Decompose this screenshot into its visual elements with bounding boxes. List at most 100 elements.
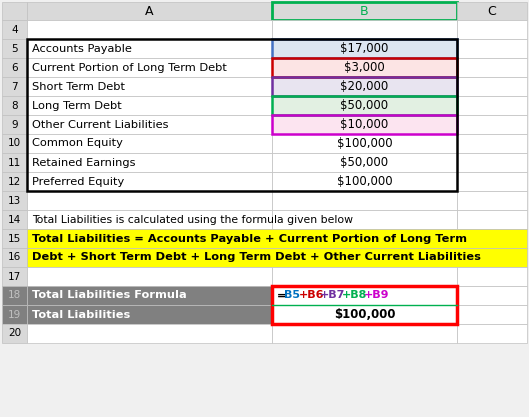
Text: 13: 13 <box>8 196 21 206</box>
Bar <box>2 286 27 305</box>
Text: +B7: +B7 <box>320 291 345 301</box>
Bar <box>272 305 457 324</box>
Text: 4: 4 <box>11 25 18 35</box>
Bar <box>27 172 272 191</box>
Text: $100,000: $100,000 <box>336 175 393 188</box>
Bar <box>272 153 457 172</box>
Bar <box>272 115 457 134</box>
Text: A: A <box>145 5 154 18</box>
Bar <box>2 39 27 58</box>
Bar <box>272 286 457 305</box>
Text: $17,000: $17,000 <box>340 42 389 55</box>
Text: Retained Earnings: Retained Earnings <box>32 158 135 168</box>
Text: +B6: +B6 <box>298 291 324 301</box>
Text: 20: 20 <box>8 329 21 339</box>
Text: 7: 7 <box>11 81 18 91</box>
Bar <box>27 58 272 77</box>
Bar <box>27 96 272 115</box>
Text: +B9: +B9 <box>363 291 389 301</box>
Bar <box>272 39 457 58</box>
Bar <box>27 39 272 58</box>
Bar <box>272 96 457 115</box>
Bar <box>27 2 272 20</box>
Text: 11: 11 <box>8 158 21 168</box>
Text: =: = <box>277 291 286 301</box>
Text: Accounts Payable: Accounts Payable <box>32 43 132 53</box>
Bar <box>27 153 272 172</box>
Bar <box>27 324 272 343</box>
Bar <box>272 77 457 96</box>
Bar <box>457 305 527 324</box>
Bar <box>457 172 527 191</box>
Bar <box>27 229 527 248</box>
Bar <box>27 115 272 134</box>
Bar <box>457 20 527 39</box>
Text: Preferred Equity: Preferred Equity <box>32 176 124 186</box>
Bar <box>2 115 27 134</box>
Text: 9: 9 <box>11 120 18 130</box>
Text: 6: 6 <box>11 63 18 73</box>
Bar <box>272 58 457 77</box>
Text: $10,000: $10,000 <box>340 118 389 131</box>
Bar <box>2 172 27 191</box>
Bar <box>27 286 272 305</box>
Text: $50,000: $50,000 <box>341 156 389 169</box>
Bar <box>457 267 527 286</box>
Text: Short Term Debt: Short Term Debt <box>32 81 125 91</box>
Text: B: B <box>360 5 369 18</box>
Bar <box>272 191 457 210</box>
Bar <box>27 134 272 153</box>
Bar <box>272 20 457 39</box>
Bar <box>2 58 27 77</box>
Bar <box>2 324 27 343</box>
Text: 14: 14 <box>8 214 21 224</box>
Bar <box>272 96 457 115</box>
Text: $20,000: $20,000 <box>340 80 389 93</box>
Text: Debt + Short Term Debt + Long Term Debt + Other Current Liabilities: Debt + Short Term Debt + Long Term Debt … <box>32 253 481 262</box>
Bar <box>457 96 527 115</box>
Bar <box>2 305 27 324</box>
Bar <box>2 191 27 210</box>
Bar <box>272 267 457 286</box>
Text: Total Liabilities Formula: Total Liabilities Formula <box>32 291 187 301</box>
Text: 10: 10 <box>8 138 21 148</box>
Bar <box>272 286 457 324</box>
Bar <box>2 248 27 267</box>
Bar <box>457 210 527 229</box>
Bar <box>2 2 27 20</box>
Bar <box>272 2 457 20</box>
Bar <box>457 134 527 153</box>
Bar <box>27 305 272 324</box>
Text: 12: 12 <box>8 176 21 186</box>
Text: 19: 19 <box>8 309 21 319</box>
Text: Current Portion of Long Term Debt: Current Portion of Long Term Debt <box>32 63 227 73</box>
Text: Total Liabilities = Accounts Payable + Current Portion of Long Term: Total Liabilities = Accounts Payable + C… <box>32 234 467 244</box>
Text: Total Liabilities is calculated using the formula given below: Total Liabilities is calculated using th… <box>32 214 353 224</box>
Text: $50,000: $50,000 <box>341 99 389 112</box>
Bar <box>457 191 527 210</box>
Text: +B8: +B8 <box>342 291 367 301</box>
Bar <box>2 267 27 286</box>
Bar <box>272 134 457 153</box>
Text: 15: 15 <box>8 234 21 244</box>
Bar <box>27 77 272 96</box>
Bar <box>272 39 457 58</box>
Bar <box>457 77 527 96</box>
Bar <box>27 210 272 229</box>
Bar <box>2 229 27 248</box>
Bar <box>457 153 527 172</box>
Bar <box>2 20 27 39</box>
Bar <box>27 248 527 267</box>
Bar <box>272 77 457 96</box>
Bar <box>2 153 27 172</box>
Bar <box>2 134 27 153</box>
Bar <box>272 324 457 343</box>
Text: Common Equity: Common Equity <box>32 138 123 148</box>
Text: Long Term Debt: Long Term Debt <box>32 100 122 111</box>
Bar <box>272 58 457 77</box>
Text: Total Liabilities: Total Liabilities <box>32 309 130 319</box>
Bar <box>2 77 27 96</box>
Bar <box>272 115 457 134</box>
Text: $100,000: $100,000 <box>336 137 393 150</box>
Bar <box>27 20 272 39</box>
